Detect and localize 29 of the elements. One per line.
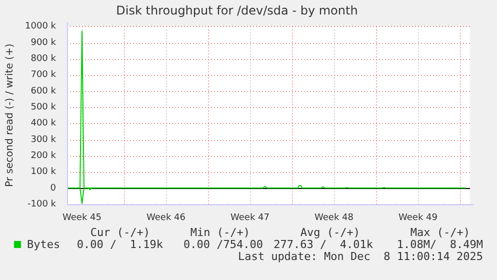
chart-title: Disk throughput for /dev/sda - by month: [116, 3, 358, 18]
y-tick-label: 1000 k: [25, 22, 57, 32]
x-tick-label: Week 46: [146, 212, 186, 223]
x-tick-label: Week 47: [230, 212, 270, 223]
y-tick-label: 400 k: [30, 118, 57, 129]
text: Max (-/+): [410, 226, 470, 239]
y-axis-title: Pr second read (-) / write (+): [4, 44, 16, 187]
text: 277.63 / 4.01k: [274, 238, 374, 251]
y-tick-label: 900 k: [30, 38, 57, 48]
y-tick-label: -100 k: [28, 200, 57, 210]
text: Avg (-/+): [300, 226, 360, 239]
y-tick-label: 200 k: [30, 151, 57, 162]
y-tick-label: 500 k: [30, 102, 57, 113]
text: 0.00 /754.00: [184, 238, 263, 251]
x-tick-label: Week 49: [398, 212, 438, 223]
text: Min (-/+): [190, 226, 250, 239]
y-tick-label: 300 k: [30, 134, 57, 145]
y-tick-label: 600 k: [30, 86, 57, 96]
legend-label: Bytes: [27, 238, 60, 251]
text: Last update: Mon Dec 8 11:00:14 2025: [238, 250, 483, 263]
y-tick-label: 100 k: [30, 167, 57, 178]
x-tick-label: Week 48: [314, 212, 354, 223]
y-tick-label: 700 k: [30, 70, 57, 80]
y-tick-label: 0: [50, 183, 56, 194]
y-tick-label: 800 k: [30, 54, 57, 64]
text: 1.08M/ 8.49M: [396, 238, 484, 251]
text: 0.00 / 1.19k: [76, 238, 164, 251]
x-tick-label: Week 45: [62, 212, 102, 223]
text: Cur (-/+): [90, 226, 150, 239]
